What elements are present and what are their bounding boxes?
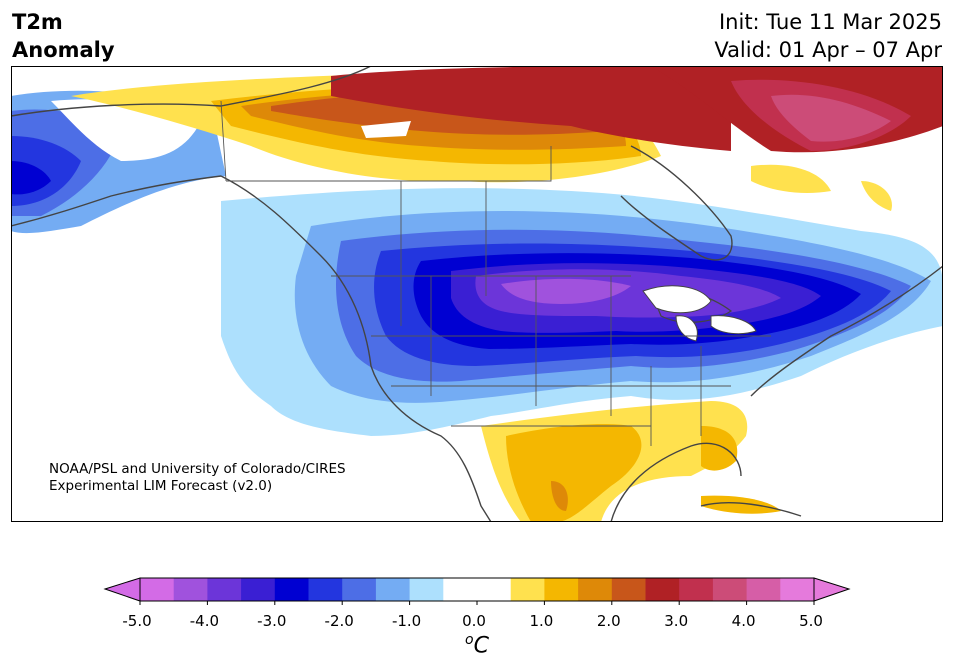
colorbar-tick-label: -4.0 xyxy=(189,612,220,630)
colorbar-tick-label: 3.0 xyxy=(664,612,689,630)
colorbar-segment xyxy=(443,578,478,601)
colorbar-tick-label: 4.0 xyxy=(731,612,756,630)
data-credit: NOAA/PSL and University of Colorado/CIRE… xyxy=(49,461,346,495)
alaska-cold-region xyxy=(11,90,226,234)
colorbar-segment xyxy=(375,578,411,601)
colorbar-segment xyxy=(611,578,647,601)
colorbar-segment xyxy=(746,578,781,601)
political-borders xyxy=(220,100,771,446)
colorbar-segment xyxy=(679,578,714,601)
init-date: Init: Tue 11 Mar 2025 xyxy=(718,10,942,34)
forecast-dates: Init: Tue 11 Mar 2025 Valid: 01 Apr – 07… xyxy=(714,8,942,64)
credit-line-2: Experimental LIM Forecast (v2.0) xyxy=(49,478,273,494)
colorbar-tick-label: 5.0 xyxy=(799,612,823,630)
valid-range: Valid: 01 Apr – 07 Apr xyxy=(714,38,942,62)
colorbar-extend-low xyxy=(103,577,141,602)
colorbar-segments xyxy=(140,578,815,601)
southern-warm-region xyxy=(481,401,781,522)
colorbar-unit: oC xyxy=(465,632,489,658)
colorbar-segment xyxy=(342,578,377,601)
map-frame xyxy=(11,66,943,522)
northern-canada-warm-region xyxy=(71,66,943,211)
colorbar-segment xyxy=(409,578,444,601)
colorbar-tick-label: 0.0 xyxy=(462,612,486,630)
credit-line-1: NOAA/PSL and University of Colorado/CIRE… xyxy=(49,461,346,477)
anomaly-map xyxy=(11,66,943,522)
colorbar-tick-label: -1.0 xyxy=(391,612,422,630)
colorbar xyxy=(103,577,851,605)
colorbar-segment xyxy=(140,578,175,601)
colorbar-segment xyxy=(544,578,579,601)
plot-title: T2m Anomaly xyxy=(12,8,115,64)
colorbar-segment xyxy=(578,578,613,601)
unit-degree: o xyxy=(465,632,474,648)
colorbar-tick-label: -5.0 xyxy=(122,612,152,630)
title-type: Anomaly xyxy=(12,38,115,62)
colorbar-segment xyxy=(308,578,343,601)
colorbar-segment xyxy=(241,578,276,601)
colorbar-tick-label: -2.0 xyxy=(324,612,354,630)
colorbar-segment xyxy=(173,578,208,601)
colorbar-ticks xyxy=(139,601,815,605)
colorbar-outline xyxy=(139,577,815,602)
great-lakes xyxy=(642,285,757,342)
colorbar-tick-label: 1.0 xyxy=(529,612,554,630)
colorbar-segment xyxy=(510,578,545,601)
colorbar-segment xyxy=(207,578,242,601)
colorbar-segment xyxy=(712,578,748,601)
colorbar-segment xyxy=(645,578,680,601)
coastlines xyxy=(11,66,943,522)
colorbar-segment xyxy=(477,578,512,601)
title-variable: T2m xyxy=(12,10,63,34)
colorbar-segment xyxy=(274,578,310,601)
colorbar-segment xyxy=(780,578,815,601)
colorbar-tick-label: -3.0 xyxy=(257,612,287,630)
colorbar-tick-label: 2.0 xyxy=(596,612,621,630)
colorbar-extend-high xyxy=(813,577,851,602)
unit-letter: C xyxy=(473,633,489,659)
